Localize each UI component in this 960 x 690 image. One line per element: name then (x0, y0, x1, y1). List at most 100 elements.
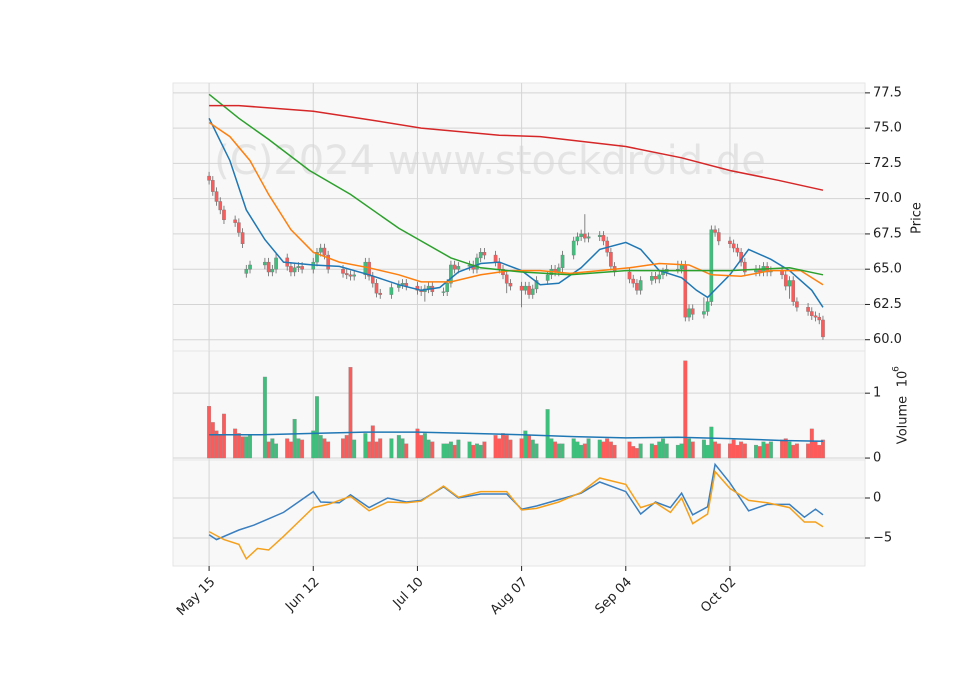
candle-body (478, 252, 483, 259)
macd-line (208, 469, 824, 561)
volume-bar (300, 439, 305, 459)
x-tick-label: Aug 07 (488, 575, 531, 618)
volume-bar (445, 443, 450, 459)
candle (783, 270, 788, 291)
candle-body (813, 315, 818, 318)
candle-body (534, 280, 539, 290)
candle-body (240, 232, 245, 245)
volume-bar (754, 444, 758, 459)
volume-bar (582, 443, 587, 459)
volume-bar (448, 441, 453, 459)
candle-body (650, 276, 654, 281)
y-tick-label: 77.5 (873, 85, 902, 100)
volume-bar (292, 418, 297, 459)
candle (523, 281, 528, 295)
candle (597, 231, 602, 241)
candle (452, 260, 457, 274)
candle-body (557, 267, 561, 273)
candle (787, 276, 792, 299)
candle-body (519, 285, 524, 291)
volume-bar (456, 439, 461, 459)
candle (709, 225, 714, 306)
candle (728, 236, 732, 249)
candle-body (609, 252, 613, 267)
volume-bar (705, 444, 710, 459)
candle-body (233, 219, 237, 223)
candle-body (571, 240, 576, 256)
candle (795, 297, 799, 312)
moving-average-line (209, 104, 824, 191)
candle-body (583, 233, 587, 239)
candle (467, 260, 472, 271)
volume-bar (422, 433, 427, 459)
candle-body (821, 319, 825, 338)
candle (530, 284, 535, 299)
volume-bar (716, 443, 721, 459)
candle (534, 276, 539, 294)
volume-bar (683, 360, 688, 459)
volume-bar (244, 436, 249, 459)
y-axis-scale-exponent: 6 (892, 366, 902, 372)
candle (527, 281, 531, 299)
volume-bar (761, 441, 766, 459)
candle (214, 187, 219, 206)
volume-bar (207, 405, 212, 459)
volume-bar (374, 441, 379, 459)
candle (702, 297, 706, 319)
candle (683, 260, 688, 322)
volume-bar (579, 444, 584, 459)
volume-bar (400, 438, 405, 459)
candle-body (705, 301, 710, 312)
panel-background (172, 459, 866, 567)
candle-body (809, 311, 814, 316)
volume-bar (519, 438, 524, 459)
volume-bar (735, 444, 740, 459)
volume-bar (493, 435, 498, 459)
volume-bar (471, 444, 476, 459)
candle-body (638, 280, 643, 291)
x-tick-label: Jul 10 (390, 575, 427, 612)
candle (222, 205, 226, 225)
volume-bar (441, 443, 446, 459)
volume-bar (274, 443, 279, 459)
candle (240, 228, 245, 249)
candle-body (716, 232, 721, 242)
volume-bar (467, 441, 472, 459)
candle (817, 312, 822, 325)
candle-body (222, 209, 226, 221)
candle-body (709, 229, 714, 302)
candle-body (679, 264, 684, 270)
candle-body (300, 266, 304, 270)
x-tick-label: May 15 (174, 575, 218, 619)
candle (244, 264, 249, 278)
candle-body (575, 236, 580, 242)
volume-bar (288, 441, 293, 459)
y-tick-label: 62.5 (873, 297, 902, 312)
candle-body (378, 292, 383, 295)
panel-background (172, 82, 866, 352)
watermark: (C)2024 www.stockdroid.de (214, 138, 766, 184)
volume-bar (326, 441, 331, 459)
candle (363, 257, 368, 280)
candle-body (493, 254, 498, 263)
volume-bar (690, 441, 695, 459)
volume-bar (701, 439, 706, 459)
y-tick-label: 75.0 (873, 121, 902, 136)
candle (813, 311, 818, 322)
volume-bar (389, 438, 394, 459)
candle-body (207, 175, 211, 181)
candle-body (341, 268, 345, 274)
candle-body (683, 264, 688, 318)
candle (378, 288, 383, 299)
candle-body (400, 283, 405, 285)
candle-body (370, 276, 375, 284)
candle-body (322, 247, 327, 256)
volume-bar (266, 441, 271, 459)
candle (274, 253, 278, 274)
candle (352, 270, 356, 281)
volume-bar (210, 422, 215, 459)
candle-body (530, 288, 535, 295)
candle (289, 262, 293, 277)
volume-bar (534, 443, 539, 459)
candle (657, 270, 662, 284)
